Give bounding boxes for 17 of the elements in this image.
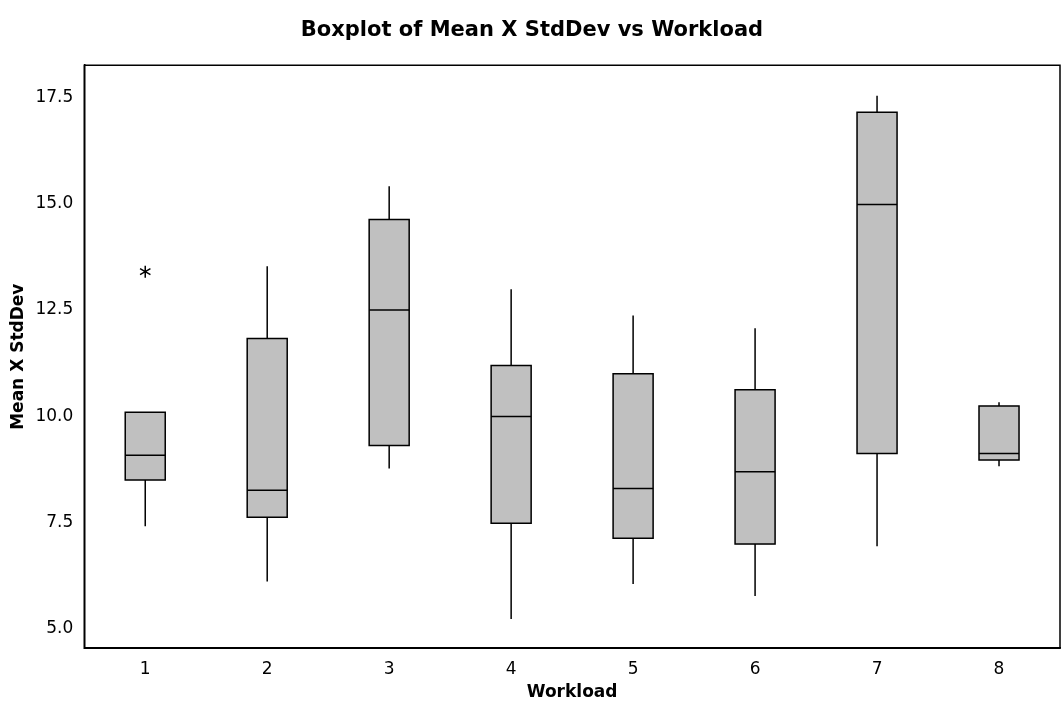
x-tick-label: 7 [871,657,883,678]
x-tick-label: 6 [749,657,761,678]
y-tick-label: 5.0 [46,617,74,638]
y-tick-label: 12.5 [35,298,74,319]
x-tick-label: 3 [383,657,395,678]
x-tick-label: 8 [993,657,1005,678]
y-tick-label: 15.0 [35,192,74,213]
y-axis-title: Mean X StdDev [6,283,27,430]
y-tick-label: 17.5 [35,85,74,106]
chart-title: Boxplot of Mean X StdDev vs Workload [300,17,764,42]
x-tick-label: 1 [139,657,151,678]
y-tick-label: 10.0 [35,404,74,425]
y-tick-label: 7.5 [46,510,74,531]
x-tick-label: 4 [505,657,517,678]
x-axis-title: Workload [526,681,618,702]
x-tick-label: 5 [627,657,639,678]
x-tick-label: 2 [261,657,273,678]
